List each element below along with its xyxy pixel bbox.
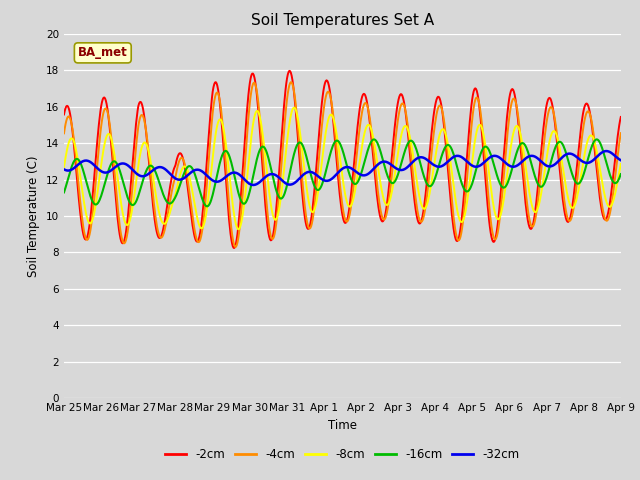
-2cm [127, 174, 135, 180]
Line: -8cm: -8cm [64, 108, 621, 229]
-32cm [249, 182, 257, 188]
-8cm [412, 170, 419, 176]
-2cm [60, 111, 68, 117]
-32cm [617, 157, 625, 163]
-16cm [127, 202, 135, 207]
-8cm [617, 161, 625, 167]
-8cm [60, 164, 68, 170]
-2cm [617, 114, 625, 120]
-2cm [230, 245, 238, 251]
-2cm [70, 144, 78, 149]
-4cm [412, 195, 419, 201]
X-axis label: Time: Time [328, 419, 357, 432]
-8cm [214, 122, 221, 128]
-16cm [70, 158, 78, 164]
-32cm [184, 172, 192, 178]
-32cm [428, 160, 435, 166]
-4cm [428, 147, 436, 153]
-32cm [70, 165, 78, 171]
-16cm [60, 190, 68, 195]
-32cm [60, 167, 68, 172]
-8cm [70, 139, 78, 145]
-16cm [411, 143, 419, 148]
-8cm [290, 105, 298, 110]
Line: -4cm: -4cm [64, 82, 621, 247]
-4cm [60, 131, 68, 136]
-16cm [428, 183, 435, 189]
-4cm [184, 179, 192, 184]
-4cm [127, 196, 135, 202]
-16cm [617, 171, 625, 177]
-2cm [214, 83, 221, 89]
Legend: -2cm, -4cm, -8cm, -16cm, -32cm: -2cm, -4cm, -8cm, -16cm, -32cm [160, 443, 525, 466]
Line: -16cm: -16cm [64, 139, 621, 206]
Line: -2cm: -2cm [64, 71, 621, 248]
-8cm [127, 211, 135, 216]
Line: -32cm: -32cm [64, 151, 621, 185]
-2cm [285, 68, 293, 74]
-2cm [184, 186, 192, 192]
-32cm [411, 157, 419, 163]
-16cm [593, 136, 600, 142]
-16cm [214, 168, 222, 173]
-32cm [127, 166, 135, 171]
-8cm [428, 177, 436, 183]
-4cm [214, 90, 221, 96]
-4cm [617, 130, 625, 136]
-32cm [214, 179, 221, 185]
-8cm [184, 168, 192, 174]
-16cm [184, 164, 192, 169]
Y-axis label: Soil Temperature (C): Soil Temperature (C) [28, 155, 40, 277]
-2cm [428, 128, 436, 133]
-4cm [231, 244, 239, 250]
Text: BA_met: BA_met [78, 47, 127, 60]
-8cm [234, 227, 242, 232]
-4cm [287, 79, 295, 85]
-2cm [412, 206, 419, 212]
-4cm [70, 138, 78, 144]
-32cm [602, 148, 610, 154]
-16cm [204, 204, 211, 209]
Title: Soil Temperatures Set A: Soil Temperatures Set A [251, 13, 434, 28]
